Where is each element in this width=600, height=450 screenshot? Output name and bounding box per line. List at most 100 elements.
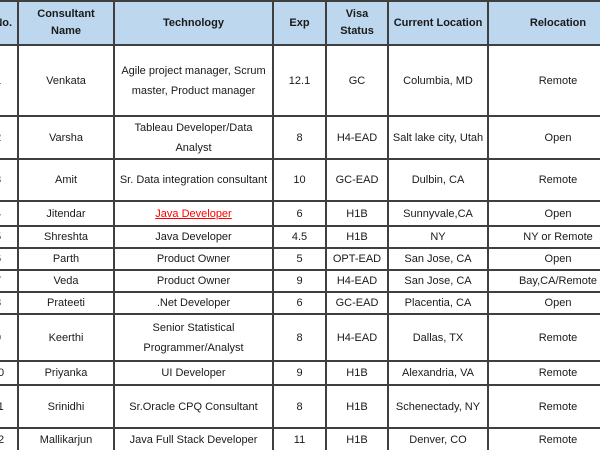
cell-consultant-name: Veda bbox=[17, 269, 115, 293]
cell-consultant-name: Amit bbox=[17, 158, 115, 202]
column-header-exp: Exp bbox=[272, 0, 327, 46]
cell-technology: Product Owner bbox=[113, 269, 274, 293]
table-row: 9 Keerthi Senior Statistical Programmer/… bbox=[0, 313, 600, 362]
cell-consultant-name: Varsha bbox=[17, 115, 115, 160]
cell-location: Dallas, TX bbox=[387, 313, 489, 362]
cell-visa: GC bbox=[325, 44, 389, 117]
cell-exp: 9 bbox=[272, 360, 327, 386]
cell-visa: H1B bbox=[325, 225, 389, 249]
column-header-technology: Technology bbox=[113, 0, 274, 46]
header-row: S.No. Consultant Name Technology Exp Vis… bbox=[0, 0, 600, 46]
cell-relocation: Open bbox=[487, 200, 600, 227]
cell-location: Salt lake city, Utah bbox=[387, 115, 489, 160]
cell-technology: Tableau Developer/Data Analyst bbox=[113, 115, 274, 160]
table-row: 4 Jitendar Java Developer 6 H1B Sunnyval… bbox=[0, 200, 600, 227]
cell-sno: 5 bbox=[0, 225, 19, 249]
cell-exp: 6 bbox=[272, 291, 327, 315]
cell-technology: UI Developer bbox=[113, 360, 274, 386]
cell-consultant-name: Parth bbox=[17, 247, 115, 271]
cell-relocation: Remote bbox=[487, 384, 600, 429]
cell-location: San Jose, CA bbox=[387, 247, 489, 271]
cell-technology: Java Developer bbox=[113, 200, 274, 227]
table-row: 7 Veda Product Owner 9 H4-EAD San Jose, … bbox=[0, 269, 600, 293]
cell-sno: 1 bbox=[0, 44, 19, 117]
cell-visa: GC-EAD bbox=[325, 291, 389, 315]
cell-sno: 11 bbox=[0, 384, 19, 429]
cell-exp: 8 bbox=[272, 313, 327, 362]
cell-visa: H1B bbox=[325, 384, 389, 429]
table-row: 5 Shreshta Java Developer 4.5 H1B NY NY … bbox=[0, 225, 600, 249]
cell-exp: 10 bbox=[272, 158, 327, 202]
cell-visa: GC-EAD bbox=[325, 158, 389, 202]
cell-consultant-name: Jitendar bbox=[17, 200, 115, 227]
table-row: 2 Varsha Tableau Developer/Data Analyst … bbox=[0, 115, 600, 160]
cell-relocation: Open bbox=[487, 115, 600, 160]
cell-visa: H4-EAD bbox=[325, 115, 389, 160]
cell-sno: 4 bbox=[0, 200, 19, 227]
cell-location: Dulbin, CA bbox=[387, 158, 489, 202]
cell-exp: 8 bbox=[272, 384, 327, 429]
cell-relocation: Remote bbox=[487, 313, 600, 362]
table-row: 3 Amit Sr. Data integration consultant 1… bbox=[0, 158, 600, 202]
table-row: 10 Priyanka UI Developer 9 H1B Alexandri… bbox=[0, 360, 600, 386]
cell-consultant-name: Priyanka bbox=[17, 360, 115, 386]
cell-technology: Sr. Data integration consultant bbox=[113, 158, 274, 202]
cell-technology: Java Full Stack Developer bbox=[113, 427, 274, 450]
cell-consultant-name: Shreshta bbox=[17, 225, 115, 249]
cell-consultant-name: Venkata bbox=[17, 44, 115, 117]
cell-location: Denver, CO bbox=[387, 427, 489, 450]
cell-consultant-name: Keerthi bbox=[17, 313, 115, 362]
cell-technology: .Net Developer bbox=[113, 291, 274, 315]
table-row: 8 Prateeti .Net Developer 6 GC-EAD Place… bbox=[0, 291, 600, 315]
cell-sno: 2 bbox=[0, 115, 19, 160]
cell-exp: 8 bbox=[272, 115, 327, 160]
cell-visa: H1B bbox=[325, 360, 389, 386]
cell-sno: 7 bbox=[0, 269, 19, 293]
cell-relocation: Remote bbox=[487, 360, 600, 386]
cell-technology: Senior Statistical Programmer/Analyst bbox=[113, 313, 274, 362]
cell-sno: 8 bbox=[0, 291, 19, 315]
java-developer-link[interactable]: Java Developer bbox=[155, 207, 232, 220]
cell-relocation: Remote bbox=[487, 427, 600, 450]
cell-technology: Java Developer bbox=[113, 225, 274, 249]
cell-exp: 11 bbox=[272, 427, 327, 450]
cell-exp: 4.5 bbox=[272, 225, 327, 249]
cell-sno: 10 bbox=[0, 360, 19, 386]
cell-visa: H1B bbox=[325, 427, 389, 450]
table-row: 12 Mallikarjun Java Full Stack Developer… bbox=[0, 427, 600, 450]
cell-sno: 3 bbox=[0, 158, 19, 202]
cell-location: San Jose, CA bbox=[387, 269, 489, 293]
table-row: 6 Parth Product Owner 5 OPT-EAD San Jose… bbox=[0, 247, 600, 271]
cell-location: Sunnyvale,CA bbox=[387, 200, 489, 227]
cell-location: NY bbox=[387, 225, 489, 249]
cell-exp: 5 bbox=[272, 247, 327, 271]
column-header-current-location: Current Location bbox=[387, 0, 489, 46]
cell-location: Placentia, CA bbox=[387, 291, 489, 315]
column-header-sno: S.No. bbox=[0, 0, 19, 46]
cell-visa: OPT-EAD bbox=[325, 247, 389, 271]
cell-sno: 9 bbox=[0, 313, 19, 362]
cell-location: Alexandria, VA bbox=[387, 360, 489, 386]
cell-technology: Product Owner bbox=[113, 247, 274, 271]
column-header-visa-status: Visa Status bbox=[325, 0, 389, 46]
cell-relocation: Open bbox=[487, 291, 600, 315]
cell-visa: H4-EAD bbox=[325, 313, 389, 362]
cell-visa: H4-EAD bbox=[325, 269, 389, 293]
cell-consultant-name: Mallikarjun bbox=[17, 427, 115, 450]
cell-exp: 12.1 bbox=[272, 44, 327, 117]
table-row: 11 Srinidhi Sr.Oracle CPQ Consultant 8 H… bbox=[0, 384, 600, 429]
cell-relocation: Open bbox=[487, 247, 600, 271]
cell-relocation: Remote bbox=[487, 158, 600, 202]
column-header-relocation: Relocation bbox=[487, 0, 600, 46]
cell-technology: Agile project manager, Scrum master, Pro… bbox=[113, 44, 274, 117]
cell-sno: 6 bbox=[0, 247, 19, 271]
table-row: 1 Venkata Agile project manager, Scrum m… bbox=[0, 44, 600, 117]
cell-relocation: Remote bbox=[487, 44, 600, 117]
cell-relocation: NY or Remote bbox=[487, 225, 600, 249]
cell-consultant-name: Srinidhi bbox=[17, 384, 115, 429]
cell-consultant-name: Prateeti bbox=[17, 291, 115, 315]
cell-visa: H1B bbox=[325, 200, 389, 227]
cell-location: Schenectady, NY bbox=[387, 384, 489, 429]
